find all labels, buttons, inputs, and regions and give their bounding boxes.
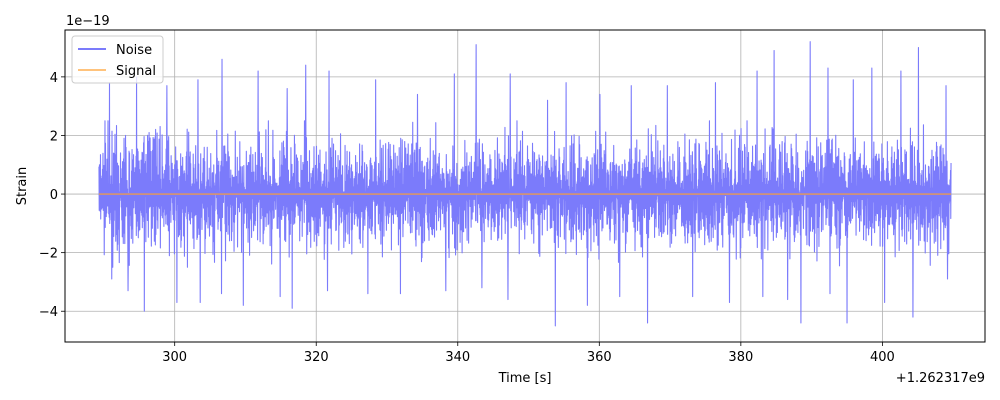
y-axis-scale-label: 1e−19 — [66, 14, 110, 29]
y-tick-label: 2 — [50, 129, 58, 144]
x-tick-label: 360 — [587, 350, 612, 365]
noise-series — [98, 41, 952, 327]
x-axis-label: Time [s] — [498, 371, 552, 386]
y-tick-label: −4 — [39, 305, 58, 320]
y-tick-label: −2 — [39, 247, 58, 262]
x-tick-label: 340 — [445, 350, 470, 365]
y-axis-label: Strain — [15, 167, 30, 206]
legend-box — [71, 35, 164, 84]
legend: Noise Signal — [71, 35, 164, 84]
x-axis-offset-label: +1.262317e9 — [896, 371, 985, 386]
noise-line — [98, 41, 952, 327]
legend-signal-label: Signal — [116, 64, 156, 79]
x-tick-label: 400 — [870, 350, 895, 365]
y-tick-label: 4 — [50, 71, 58, 86]
legend-noise-label: Noise — [116, 43, 152, 58]
x-tick-label: 300 — [162, 350, 187, 365]
plot-frame — [64, 29, 986, 343]
y-axis-ticks: −4 −2 0 2 4 — [39, 71, 65, 320]
x-axis-ticks: 300 320 340 360 380 400 — [162, 342, 895, 365]
y-tick-label: 0 — [50, 188, 58, 203]
x-tick-label: 380 — [728, 350, 753, 365]
x-tick-label: 320 — [304, 350, 329, 365]
